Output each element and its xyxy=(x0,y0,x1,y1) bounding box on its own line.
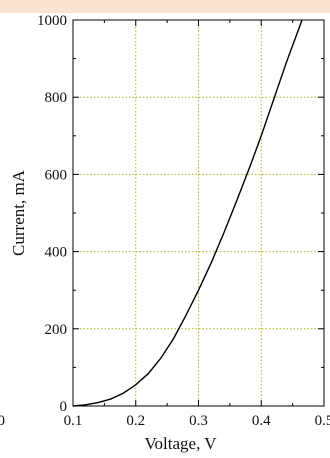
y-tick-label: 600 xyxy=(45,167,68,183)
y-tick-label: 800 xyxy=(45,90,68,106)
y-tick-label: 0 xyxy=(60,399,68,415)
y-tick-label: 400 xyxy=(45,245,68,261)
y-tick-label: 200 xyxy=(45,322,68,338)
x-tick-label: 0.5 xyxy=(315,413,330,429)
y-axis-label: Current, mA xyxy=(9,169,28,256)
partial-tick-label: 0 xyxy=(0,413,5,429)
y-tick-label: 1000 xyxy=(37,13,67,29)
top-decorative-band xyxy=(0,0,330,13)
x-tick-label: 0.1 xyxy=(64,413,83,429)
x-tick-label: 0.2 xyxy=(126,413,145,429)
x-tick-label: 0.4 xyxy=(252,413,271,429)
x-axis-label: Voltage, V xyxy=(144,434,217,453)
data-series-line xyxy=(72,19,303,407)
x-tick-label: 0.3 xyxy=(189,413,208,429)
